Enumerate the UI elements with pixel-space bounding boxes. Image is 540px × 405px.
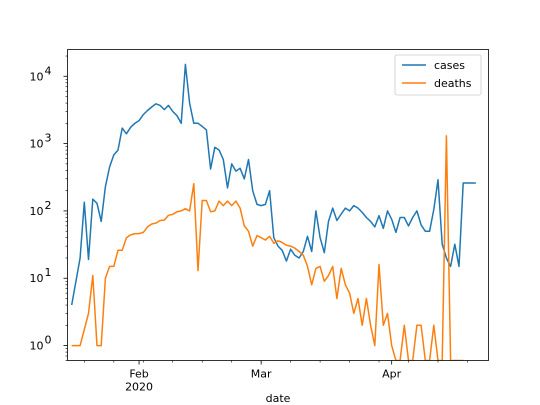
x-tick-label: Feb — [129, 368, 148, 381]
y-tick-label: 10 — [30, 70, 44, 83]
legend: cases deaths — [394, 54, 482, 96]
y-tick-label: 10 — [30, 340, 44, 353]
legend-label-cases: cases — [434, 59, 465, 72]
x-tick-sublabel: 2020 — [125, 381, 153, 394]
y-tick-label: 10 — [30, 272, 44, 285]
y-tick-exponent: 2 — [45, 199, 52, 212]
x-tick-label: Apr — [382, 368, 402, 381]
x-axis-label: date — [266, 392, 291, 405]
series-line-deaths — [71, 135, 464, 361]
y-tick-exponent: 4 — [45, 64, 52, 77]
y-tick-exponent: 0 — [45, 334, 52, 347]
y-tick-label: 10 — [30, 205, 44, 218]
series-layer — [70, 63, 476, 361]
y-tick-label: 10 — [30, 138, 44, 151]
plot-background — [67, 49, 489, 361]
x-tick-label: Mar — [251, 368, 272, 381]
legend-label-deaths: deaths — [434, 77, 472, 90]
plot-frame — [67, 49, 489, 361]
y-tick-exponent: 1 — [45, 266, 52, 279]
y-tick-exponent: 3 — [45, 132, 52, 145]
